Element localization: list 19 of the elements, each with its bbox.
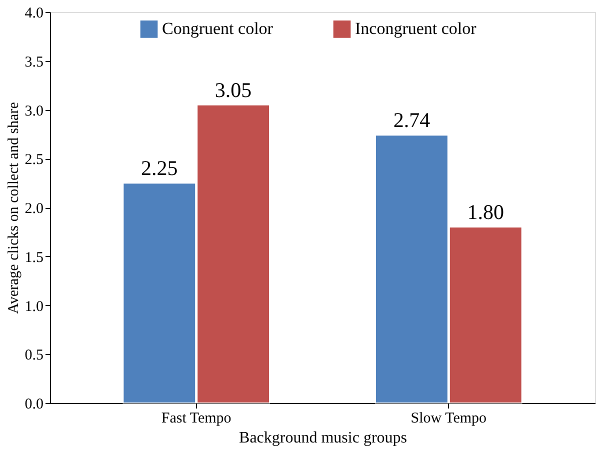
legend-label: Incongruent color [355, 19, 477, 38]
y-axis-title: Average clicks on collect and share [6, 102, 22, 314]
y-tick-label: 2.0 [24, 201, 44, 217]
data-label: 2.25 [141, 156, 178, 180]
legend-label: Congruent color [162, 19, 274, 38]
data-label: 2.74 [393, 108, 431, 132]
x-tick-label: Fast Tempo [161, 410, 232, 426]
y-tick-label: 2.5 [24, 152, 44, 168]
y-tick-label: 1.0 [24, 298, 44, 315]
y-tick-label: 3.5 [24, 54, 44, 70]
data-label: 3.05 [214, 78, 252, 102]
data-label: 1.80 [467, 200, 504, 224]
y-tick-label: 0.0 [24, 396, 44, 412]
y-tick-label: 4.0 [24, 6, 44, 22]
y-tick-label: 0.5 [24, 348, 44, 364]
x-tick-label: Slow Tempo [410, 410, 487, 426]
y-tick-label: 3.0 [24, 103, 44, 120]
x-axis-title: Background music groups [239, 430, 407, 446]
y-tick-label: 1.5 [24, 250, 44, 266]
